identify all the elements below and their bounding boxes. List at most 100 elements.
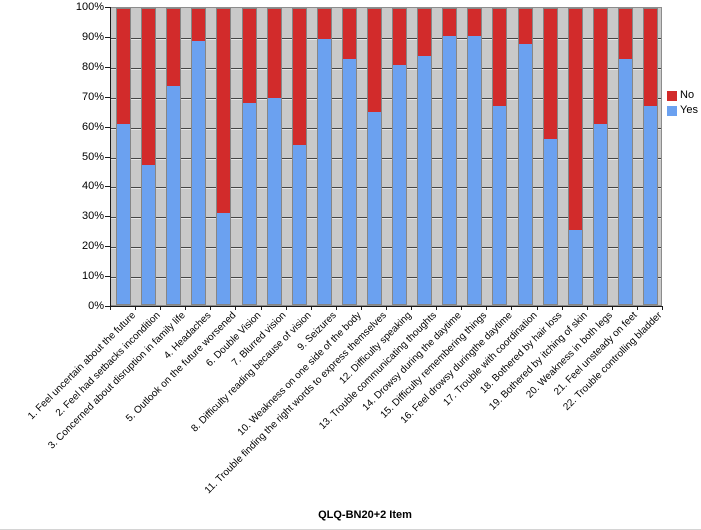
bar-segment-yes [518,44,532,304]
legend: No Yes [667,90,698,120]
bar-item-12 [392,8,408,305]
bar-item-9 [316,8,332,305]
x-tick [335,307,337,310]
bar-item-19 [567,8,583,305]
gridline-90 [111,37,661,39]
bar-segment-no [393,9,407,66]
y-tick-label: 50% [81,150,104,163]
x-tick [461,307,463,310]
x-category-label-text: 1. Feel uncertain about the future [25,310,138,422]
bar-segment-no [518,9,532,45]
bar-segment-yes [643,106,657,304]
bar-segment-no [418,9,432,57]
bar-item-18 [542,8,558,305]
y-tick-label: 70% [81,90,104,103]
y-tick [105,66,110,68]
bar-item-3 [166,8,182,305]
x-tick [110,307,111,310]
gridline-50 [111,157,661,159]
y-tick [105,156,110,158]
x-tick [436,307,438,310]
x-tick [611,307,613,310]
x-tick [561,307,563,310]
x-tick [285,307,287,310]
bar-item-20 [592,8,608,305]
gridline-30 [111,217,661,219]
x-tick [536,307,538,310]
bar-segment-yes [117,124,131,304]
bar-segment-yes [267,97,281,304]
bar-segment-no [342,9,356,60]
y-tick [105,126,110,128]
bar-segment-no [593,9,607,125]
y-tick-label: 40% [81,180,104,193]
bar-item-5 [216,8,232,305]
bar-segment-no [142,9,156,166]
x-tick [411,307,413,310]
y-axis-line [110,7,111,307]
bar-segment-no [242,9,256,104]
bar-item-22 [642,8,658,305]
y-tick-label: 20% [81,240,104,253]
bar-item-2 [141,8,157,305]
bar-segment-yes [142,165,156,304]
x-tick [235,307,237,310]
bar-segment-yes [418,56,432,304]
x-tick [310,307,312,310]
bar-segment-no [267,9,281,98]
bar-segment-yes [493,106,507,304]
y-tick-label: 10% [81,270,104,283]
bar-segment-no [643,9,657,107]
bar-segment-no [443,9,457,36]
legend-label-yes: Yes [680,104,698,116]
x-tick [360,307,362,310]
x-tick [486,307,488,310]
bar-item-14 [442,8,458,305]
legend-swatch-no-icon [667,90,677,101]
bar-segment-no [117,9,131,125]
plot-area [110,7,662,306]
gridline-10 [111,277,661,279]
x-axis-title: QLQ-BN20+2 Item [318,509,412,521]
bar-item-10 [341,8,357,305]
y-tick-label: 90% [81,30,104,43]
bar-item-17 [517,8,533,305]
y-tick [105,96,110,98]
y-tick-label: 100% [75,1,104,13]
bar-segment-yes [593,124,607,304]
bar-segment-no [167,9,181,86]
bar-segment-yes [468,35,482,304]
y-tick-label: 80% [81,60,104,73]
y-tick-label: 0% [88,300,104,312]
bar-item-4 [191,8,207,305]
bar-segment-no [367,9,381,113]
x-tick [586,307,588,310]
bar-segment-no [468,9,482,36]
bar-segment-yes [167,85,181,304]
bar-segment-no [568,9,582,231]
gridline-70 [111,97,661,99]
bar-item-1 [116,8,132,305]
x-tick [386,307,387,310]
y-tick [105,186,110,188]
x-tick [185,307,187,310]
gridline-20 [111,247,661,249]
x-tick [662,307,663,310]
bar-item-16 [492,8,508,305]
bar-segment-no [292,9,306,145]
bar-item-11 [366,8,382,305]
x-tick [636,307,638,310]
bar-segment-no [543,9,557,139]
y-tick [105,36,110,38]
x-tick [135,307,137,310]
bar-segment-yes [393,65,407,304]
legend-label-no: No [680,89,695,101]
bar-segment-no [192,9,206,42]
x-tick [511,307,513,310]
bar-segment-yes [367,112,381,304]
gridline-60 [111,127,661,129]
y-tick-label: 30% [81,210,104,223]
bar-segment-yes [317,38,331,304]
bar-item-6 [241,8,257,305]
bar-segment-yes [342,59,356,304]
